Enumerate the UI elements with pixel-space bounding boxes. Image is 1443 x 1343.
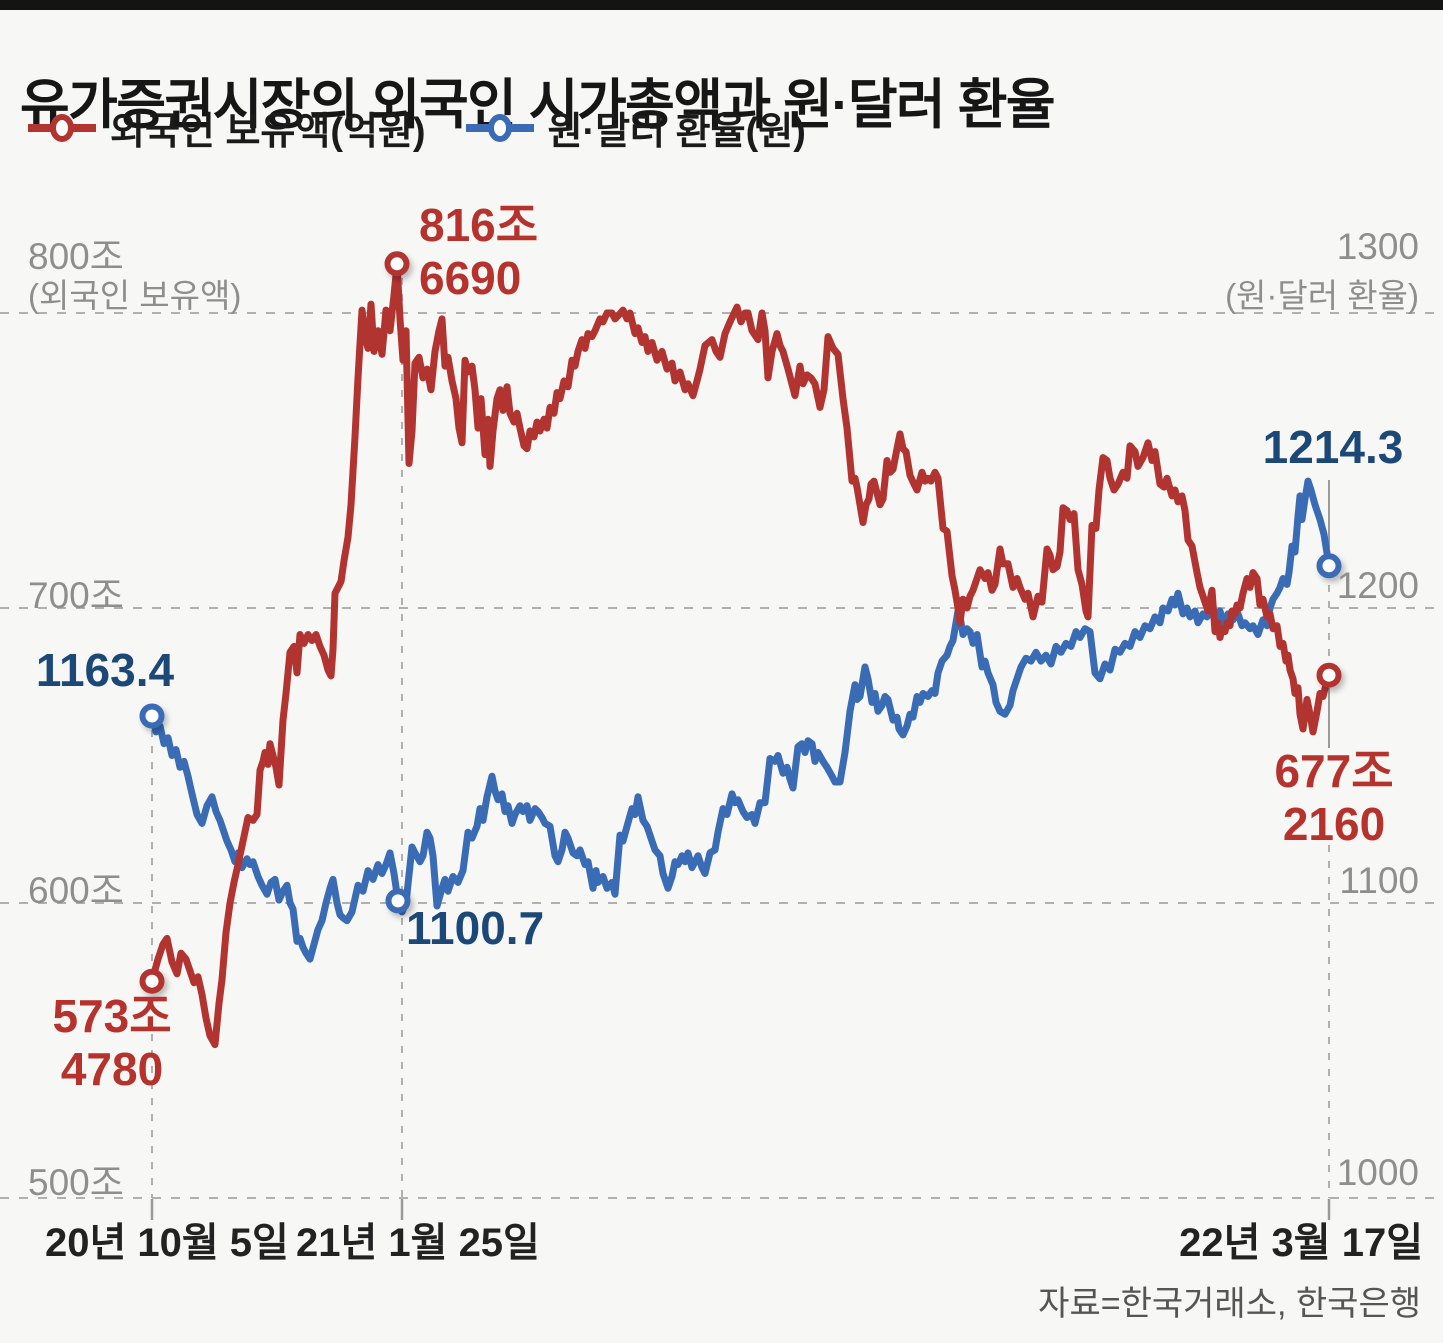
annotation-line: 2160 xyxy=(1282,798,1386,850)
annotation-red-start-value: 573조 4780 xyxy=(24,990,200,1096)
y-axis-left-title: (외국인 보유액) xyxy=(28,277,242,314)
x-axis-label-end-date: 22년 3월 17일 xyxy=(1179,1221,1423,1265)
annotation-line: 1100.7 xyxy=(406,902,545,954)
legend-item-foreign-holdings: 외국인 보유액(억원) xyxy=(26,100,426,155)
source-note: 자료=한국거래소, 한국은행 xyxy=(1038,1285,1421,1323)
foreign-holdings-marker xyxy=(1316,662,1342,688)
annotation-red-end-value: 677조 2160 xyxy=(1246,745,1422,851)
legend-label-foreign-holdings: 외국인 보유액(억원) xyxy=(110,111,426,153)
red-line-marker-icon xyxy=(28,113,96,142)
foreign-holdings-marker xyxy=(384,251,410,277)
annotation-line: 4780 xyxy=(60,1043,164,1095)
legend-item-exchange-rate: 원·달러 환율(원) xyxy=(464,100,806,155)
x-axis-label-mid-date: 21년 1월 25일 xyxy=(296,1221,540,1265)
exchange-rate-line xyxy=(148,477,1333,963)
y-axis-right-tick-1000: 1000 xyxy=(1336,1152,1419,1193)
y-axis-left-tick-700: 700조 xyxy=(28,575,124,616)
annotation-blue-end-value: 1214.3 xyxy=(1245,421,1421,474)
exchange-rate-marker xyxy=(1316,553,1342,579)
y-axis-right-tick-1100: 1100 xyxy=(1339,860,1419,901)
annotation-blue-start-value: 1163.4 xyxy=(17,644,193,697)
blue-line-marker-icon xyxy=(465,113,534,142)
annotation-line: 573조 xyxy=(52,990,172,1042)
y-axis-left-tick-600: 600조 xyxy=(28,870,124,911)
exchange-rate-marker xyxy=(139,703,165,729)
annotation-line: 1214.3 xyxy=(1262,421,1404,473)
foreign-holdings-marker xyxy=(139,968,165,994)
page-title: 유가증권시장의 외국인 시가총액과 원·달러 환율 xyxy=(20,75,1056,136)
foreign-holdings-line xyxy=(148,260,1333,1049)
y-axis-right-title: (원·달러 환율) xyxy=(1225,277,1419,314)
annotation-line: 1163.4 xyxy=(35,644,175,696)
x-axis-label-start-date: 20년 10월 5일 xyxy=(45,1221,289,1265)
y-axis-left-tick-500: 500조 xyxy=(28,1162,124,1203)
annotation-line: 677조 xyxy=(1274,745,1394,797)
annotation-red-peak-value: 816조 6690 xyxy=(419,199,538,305)
annotation-blue-mid-value: 1100.7 xyxy=(406,902,544,955)
annotation-line: 816조 xyxy=(419,199,539,251)
y-axis-left-tick-800: 800조 xyxy=(28,236,124,277)
legend: 외국인 보유액(억원) 원·달러 환율(원) xyxy=(26,100,806,155)
y-axis-right-tick-1200: 1200 xyxy=(1336,565,1419,606)
legend-label-exchange-rate: 원·달러 환율(원) xyxy=(547,111,806,153)
exchange-rate-marker xyxy=(385,888,411,914)
y-axis-right-tick-1300: 1300 xyxy=(1336,226,1419,267)
top-border-bar xyxy=(0,0,1443,10)
annotation-line: 6690 xyxy=(419,252,522,304)
